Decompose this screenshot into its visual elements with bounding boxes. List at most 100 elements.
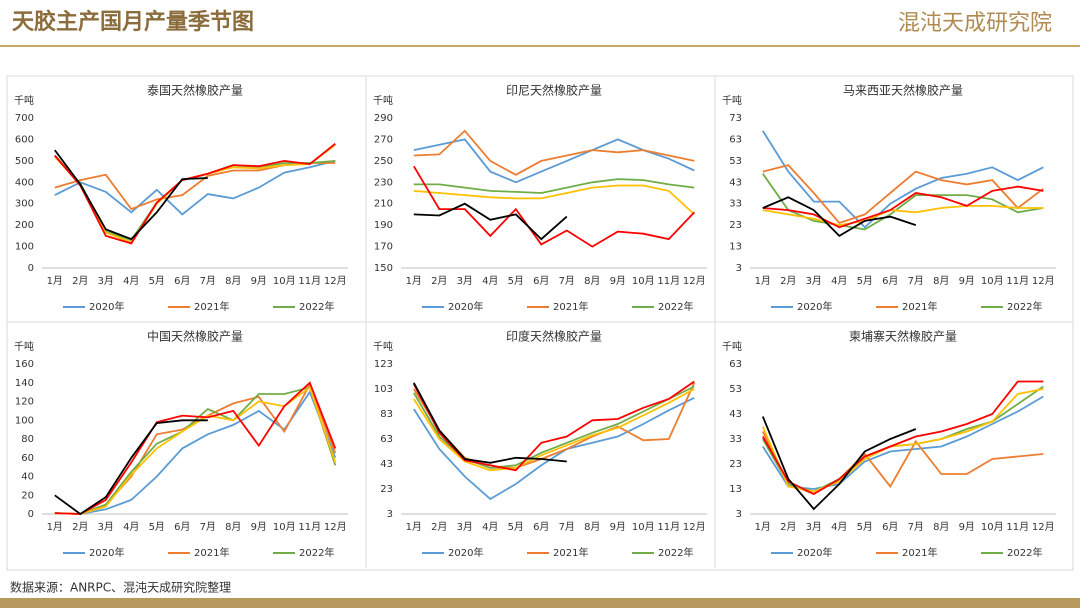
x-tick-label: 11月 [657, 521, 680, 533]
series-line [413, 382, 696, 469]
y-tick-label: 600 [15, 134, 34, 145]
x-tick-label: 2月 [72, 521, 88, 533]
y-tick-label: 43 [729, 409, 742, 420]
legend-label: 2020年 [797, 546, 832, 559]
y-tick-label: 23 [380, 484, 393, 495]
x-tick-label: 4月 [831, 275, 847, 287]
x-tick-label: 4月 [123, 275, 139, 287]
x-tick-label: 7月 [200, 275, 216, 287]
series-line [413, 380, 695, 472]
series-line [413, 178, 695, 194]
x-tick-label: 3月 [457, 521, 473, 533]
y-tick-label: 80 [21, 434, 34, 445]
y-tick-label: 150 [374, 263, 393, 274]
x-tick-label: 4月 [482, 521, 498, 533]
legend-label: 2022年 [1007, 546, 1042, 559]
x-tick-label: 3月 [98, 521, 114, 533]
y-tick-label: 33 [729, 434, 742, 445]
y-tick-label: 83 [380, 409, 393, 420]
x-tick-label: 9月 [959, 275, 975, 287]
y-tick-label: 3 [736, 263, 742, 274]
legend-label: 2020年 [797, 300, 832, 313]
chart-title: 印度天然橡胶产量 [506, 329, 602, 344]
x-tick-label: 1月 [755, 275, 771, 287]
x-tick-label: 7月 [559, 275, 575, 287]
x-tick-label: 6月 [882, 521, 898, 533]
legend-label: 2022年 [658, 546, 693, 559]
y-tick-label: 3 [387, 509, 393, 520]
series-line [54, 154, 336, 242]
series-line [761, 388, 1044, 493]
x-tick-label: 3月 [806, 275, 822, 287]
x-tick-label: 9月 [251, 521, 267, 533]
series-line [413, 129, 695, 176]
x-tick-label: 12月 [683, 275, 706, 287]
x-tick-label: 2月 [431, 521, 447, 533]
chart-title: 柬埔寨天然橡胶产量 [849, 329, 957, 344]
series-line [413, 385, 695, 469]
legend-label: 2021年 [902, 546, 937, 559]
x-tick-label: 10月 [273, 521, 296, 533]
legend-label: 2020年 [89, 546, 124, 559]
y-tick-label: 250 [374, 156, 393, 167]
series-line [54, 386, 337, 515]
x-tick-label: 6月 [174, 521, 190, 533]
x-tick-label: 6月 [174, 275, 190, 287]
y-tick-label: 100 [15, 415, 34, 426]
x-tick-label: 1月 [406, 521, 422, 533]
series-line [54, 142, 336, 245]
x-tick-label: 8月 [933, 521, 949, 533]
x-tick-label: 7月 [908, 275, 924, 287]
x-tick-label: 5月 [149, 521, 165, 533]
y-tick-label: 300 [15, 199, 34, 210]
chart-title: 印尼天然橡胶产量 [506, 83, 602, 98]
chart-title: 泰国天然橡胶产量 [147, 83, 243, 98]
y-tick-label: 700 [15, 113, 34, 124]
series-line [54, 160, 336, 216]
series-line [762, 196, 917, 238]
x-tick-label: 7月 [908, 521, 924, 533]
series-line [762, 395, 1044, 490]
y-tick-label: 63 [729, 359, 742, 370]
legend-label: 2022年 [299, 300, 334, 313]
x-tick-label: 10月 [981, 521, 1004, 533]
x-tick-label: 2月 [780, 275, 796, 287]
series-line [413, 382, 567, 464]
y-tick-label: 0 [28, 263, 34, 274]
x-tick-label: 9月 [610, 275, 626, 287]
legend-label: 2021年 [194, 546, 229, 559]
y-tick-label: 23 [729, 220, 742, 231]
y-tick-label: 400 [15, 177, 34, 188]
footer-bar [0, 598, 1080, 608]
series-line [762, 164, 1044, 225]
x-tick-label: 1月 [406, 275, 422, 287]
y-tick-label: 230 [374, 177, 393, 188]
y-tick-label: 33 [729, 199, 742, 210]
y-tick-label: 63 [729, 134, 742, 145]
y-tick-label: 43 [380, 459, 393, 470]
x-tick-label: 5月 [149, 275, 165, 287]
y-tick-label: 63 [380, 434, 393, 445]
y-tick-label: 100 [15, 242, 34, 253]
x-tick-label: 10月 [632, 521, 655, 533]
series-line [762, 173, 1044, 231]
series-line [761, 416, 917, 511]
x-tick-label: 11月 [298, 521, 321, 533]
y-tick-label: 160 [15, 359, 34, 370]
series-line [54, 381, 337, 515]
x-tick-label: 5月 [508, 275, 524, 287]
x-tick-label: 1月 [47, 275, 63, 287]
source: 数据来源：ANRPC、混沌天成研究院整理 [10, 580, 231, 595]
series-line [762, 380, 1044, 496]
y-unit: 千吨 [373, 340, 393, 353]
legend-label: 2021年 [902, 300, 937, 313]
series-line [54, 385, 337, 515]
series-line [54, 149, 208, 241]
x-tick-label: 9月 [610, 521, 626, 533]
series-line [413, 165, 695, 248]
series-line [54, 419, 208, 516]
x-tick-label: 7月 [200, 521, 216, 533]
page-title: 天胶主产国月产量季节图 [12, 9, 254, 35]
series-line [413, 184, 695, 216]
